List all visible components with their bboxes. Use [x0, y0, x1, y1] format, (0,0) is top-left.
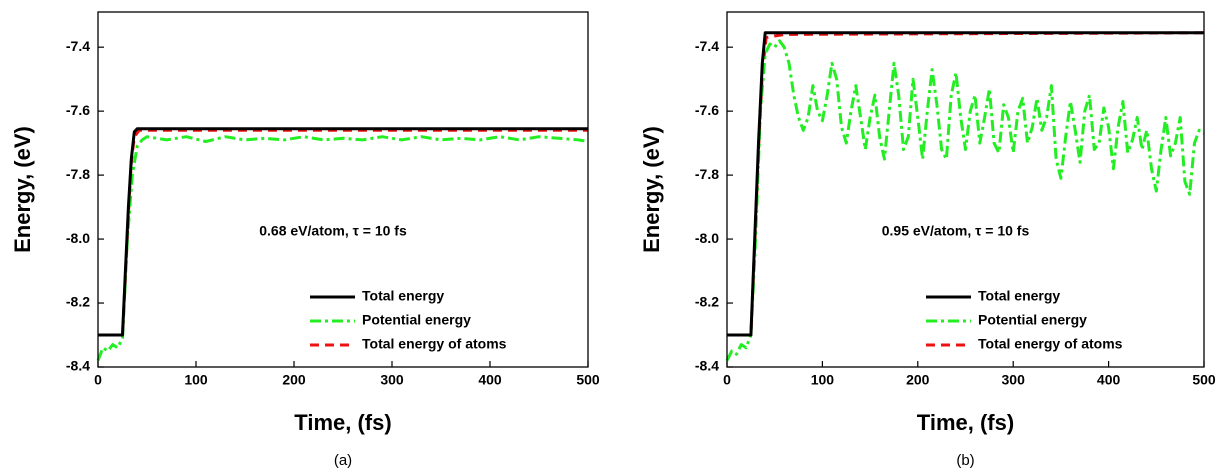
legend-label: Potential energy — [362, 312, 471, 328]
y-tick-label: -8.0 — [695, 230, 719, 246]
series-line — [725, 39, 1205, 362]
legend-label: Total energy of atoms — [978, 336, 1123, 352]
x-tick-label: 100 — [811, 372, 835, 388]
series-line — [96, 135, 589, 362]
x-tick-label: 300 — [1002, 372, 1026, 388]
x-tick-label: 200 — [906, 372, 930, 388]
y-tick-label: -8.0 — [66, 230, 90, 246]
annotation: 0.95 eV/atom, τ = 10 fs — [882, 223, 1030, 239]
x-tick-label: 100 — [184, 372, 208, 388]
x-tick-label: 400 — [1097, 372, 1121, 388]
x-tick-label: 200 — [282, 372, 306, 388]
x-tick-label: 300 — [380, 372, 404, 388]
x-tick-label: 0 — [723, 372, 731, 388]
series-line — [98, 127, 588, 337]
legend-label: Potential energy — [978, 312, 1087, 328]
y-tick-label: -7.4 — [66, 38, 90, 54]
x-axis-label: Time, (fs) — [294, 410, 391, 435]
legend-label: Total energy of atoms — [362, 336, 507, 352]
x-axis-label: Time, (fs) — [917, 410, 1014, 435]
legend-label: Total energy — [978, 288, 1060, 304]
legend-label: Total energy — [362, 288, 444, 304]
caption: (a) — [334, 452, 352, 469]
x-tick-label: 500 — [576, 372, 600, 388]
caption: (b) — [956, 452, 974, 469]
plot-frame — [726, 11, 1205, 368]
y-tick-label: -7.8 — [66, 166, 90, 182]
series-line — [727, 31, 1204, 337]
y-tick-label: -7.6 — [695, 102, 719, 118]
y-tick-label: -8.2 — [66, 294, 90, 310]
y-tick-label: -7.8 — [695, 166, 719, 182]
y-tick-label: -8.4 — [66, 358, 90, 374]
x-tick-label: 0 — [94, 372, 102, 388]
x-tick-label: 500 — [1192, 372, 1216, 388]
y-tick-label: -8.2 — [695, 294, 719, 310]
y-axis-label: Energy, (eV) — [10, 126, 35, 253]
y-tick-label: -7.4 — [695, 38, 719, 54]
series-line — [727, 31, 1205, 337]
x-tick-label: 400 — [478, 372, 502, 388]
plot-frame — [97, 11, 589, 368]
y-axis-label: Energy, (eV) — [639, 126, 664, 253]
y-tick-label: -7.6 — [66, 102, 90, 118]
y-tick-label: -8.4 — [695, 358, 719, 374]
annotation: 0.68 eV/atom, τ = 10 fs — [259, 223, 407, 239]
